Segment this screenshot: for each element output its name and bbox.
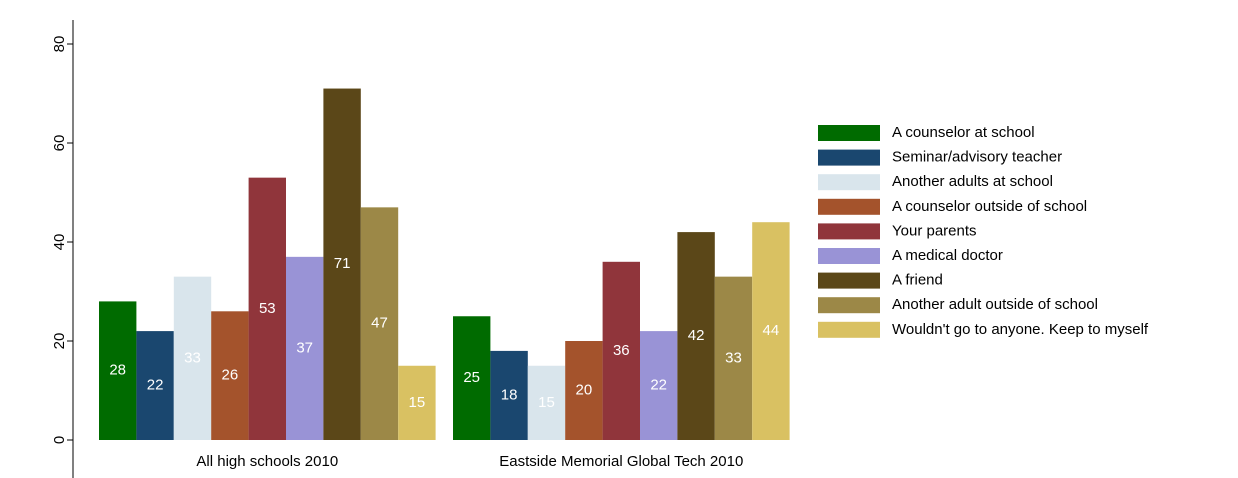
bar — [323, 88, 361, 441]
bar — [714, 276, 753, 440]
bar — [99, 301, 137, 440]
legend-label: Seminar/advisory teacher — [892, 149, 1062, 166]
legend-label: Wouldn't go to anyone. Keep to myself — [892, 321, 1149, 338]
bar — [527, 365, 566, 440]
bar — [602, 261, 640, 440]
legend-label: Another adults at school — [892, 173, 1053, 190]
legend-label: Another adult outside of school — [892, 296, 1098, 313]
bar — [640, 331, 678, 440]
value-label: 71 — [334, 255, 351, 272]
legend-label: A counselor outside of school — [892, 198, 1087, 215]
bar — [136, 331, 174, 440]
legend-swatch — [818, 198, 880, 215]
value-label: 26 — [222, 367, 239, 384]
legend-swatch — [818, 321, 880, 338]
value-label: 33 — [725, 349, 742, 366]
bar — [248, 177, 286, 440]
legend-label: A medical doctor — [892, 247, 1003, 264]
legend-label: Your parents — [892, 222, 977, 239]
legend-swatch — [818, 272, 880, 289]
legend-swatch — [818, 223, 880, 240]
value-label: 36 — [613, 342, 630, 359]
y-tick-label: 80 — [51, 36, 68, 53]
value-label: 37 — [296, 339, 313, 356]
value-label: 15 — [538, 394, 555, 411]
value-label: 22 — [650, 377, 667, 394]
bar — [490, 350, 528, 440]
bar — [677, 232, 715, 440]
value-label: 20 — [576, 381, 593, 398]
value-label: 33 — [184, 349, 201, 366]
value-label: 15 — [409, 394, 426, 411]
bar — [286, 256, 324, 440]
legend-swatch — [818, 174, 880, 191]
y-tick-label: 60 — [51, 135, 68, 152]
value-label: 47 — [371, 315, 388, 332]
bar — [398, 365, 436, 440]
value-label: 25 — [463, 369, 480, 386]
legend-swatch — [818, 297, 880, 314]
value-label: 44 — [763, 322, 780, 339]
x-tick-label: All high schools 2010 — [196, 453, 338, 470]
value-label: 18 — [501, 386, 518, 403]
x-tick-label: Eastside Memorial Global Tech 2010 — [499, 453, 743, 470]
value-label: 22 — [147, 377, 164, 394]
bar — [211, 311, 249, 440]
bar — [173, 276, 212, 440]
bar — [565, 341, 603, 440]
legend-swatch — [818, 248, 880, 264]
legend-swatch — [818, 149, 880, 166]
bar — [752, 222, 790, 440]
bar — [453, 316, 491, 440]
y-tick-label: 0 — [51, 436, 68, 444]
value-label: 53 — [259, 300, 276, 317]
bar — [360, 207, 399, 440]
legend-label: A counselor at school — [892, 124, 1035, 141]
legend-swatch — [818, 125, 880, 141]
y-tick-label: 20 — [51, 333, 68, 350]
value-label: 28 — [109, 362, 126, 379]
value-label: 42 — [688, 327, 705, 344]
y-tick-label: 40 — [51, 234, 68, 251]
legend-label: A friend — [892, 272, 943, 289]
